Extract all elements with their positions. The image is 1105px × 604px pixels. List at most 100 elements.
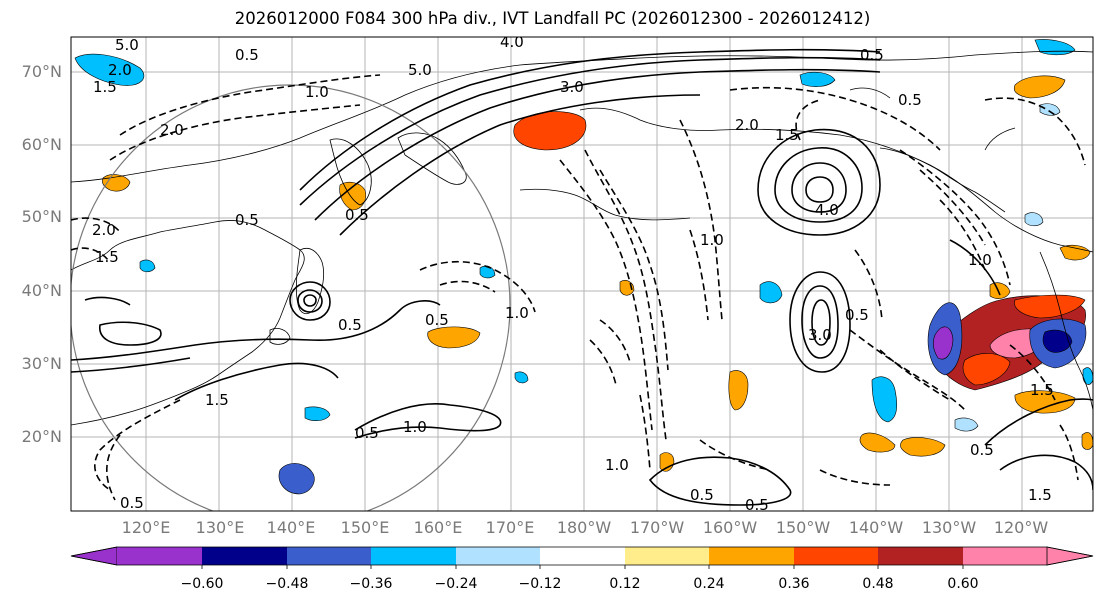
colorbar-tick-label: −0.60 (180, 576, 224, 592)
patch-positive (989, 282, 1011, 299)
colorbar-bin (117, 547, 202, 565)
colorbar-tick-label: 0.36 (778, 576, 810, 592)
lon-label-120e: 120°E (121, 518, 171, 537)
colorbar-tick-label: −0.24 (434, 576, 478, 592)
contour-label: 1.0 (403, 418, 427, 436)
contour-label: 3.0 (808, 326, 832, 344)
contour-label: 1.5 (205, 391, 229, 409)
patch-negative (933, 326, 954, 360)
lon-label-140w: 140°W (848, 518, 904, 537)
contour-label: 0.5 (235, 211, 259, 229)
contour-label: 2.0 (160, 121, 184, 139)
colorbar-bin (625, 547, 709, 565)
map-panel: 5.0 2.0 1.5 0.5 1.0 2.0 4.0 5.0 3.0 2.0 … (71, 33, 1093, 514)
map-title: 2026012000 F084 300 hPa div., IVT Landfa… (234, 9, 871, 28)
patch-negative (514, 371, 529, 384)
contour-label: 5.0 (115, 36, 139, 54)
colorbar-bin (963, 547, 1047, 565)
map-frame (70, 36, 1094, 512)
colorbar-bin (794, 547, 878, 565)
lat-label-50n: 50°N (21, 207, 62, 226)
lon-label-120w: 120°W (993, 518, 1049, 537)
lon-label-160e: 160°E (413, 518, 463, 537)
colorbar-bin (878, 547, 963, 565)
colorbar-bin (540, 547, 625, 565)
contour-label: 4.0 (815, 201, 839, 219)
patch-positive (962, 353, 1011, 386)
lon-label-170e: 170°E (485, 518, 535, 537)
lat-label-40n: 40°N (21, 281, 62, 300)
patch-negative (74, 53, 145, 86)
colorbar-tick-label: −0.12 (518, 576, 562, 592)
contour-labels: 5.0 2.0 1.5 0.5 1.0 2.0 4.0 5.0 3.0 2.0 … (92, 33, 1054, 514)
colorbar-extend-min (70, 546, 118, 566)
colorbar-bin (456, 547, 540, 565)
colorbar-tick-label: −0.48 (265, 576, 309, 592)
patch-positive (900, 437, 946, 457)
lon-label-150e: 150°E (340, 518, 390, 537)
contour-label: 0.5 (235, 46, 259, 64)
lon-label-150w: 150°W (775, 518, 831, 537)
contour-label: 5.0 (408, 61, 432, 79)
contour-label: 2.0 (92, 221, 116, 239)
contour-label: 1.0 (968, 251, 992, 269)
contour-label: 1.5 (95, 248, 119, 266)
colorbar-tick-label: 0.60 (947, 576, 979, 592)
patch-positive (728, 370, 749, 411)
patch-positive (1014, 390, 1076, 414)
contour-label: 1.0 (700, 231, 724, 249)
lat-label-70n: 70°N (21, 62, 62, 81)
colorbar-extend-max (1046, 546, 1094, 566)
contour-label: 0.5 (120, 494, 144, 512)
contour-label: 3.0 (560, 78, 584, 96)
contour-label: 0.5 (860, 46, 884, 64)
contour-label: 2.0 (735, 116, 759, 134)
colorbar-bin (287, 547, 371, 565)
patch-negative (759, 281, 783, 304)
contour-label: 1.5 (93, 78, 117, 96)
patch-positive (859, 432, 896, 453)
contour-label: 0.5 (898, 91, 922, 109)
lat-label-60n: 60°N (21, 135, 62, 154)
lon-label-180w: 180°W (556, 518, 612, 537)
patch-positive (1013, 75, 1066, 99)
colorbar-tick-label: −0.36 (349, 576, 393, 592)
colorbar-tick-label: 0.48 (862, 576, 894, 592)
patch-negative (1082, 367, 1093, 385)
contour-label: 1.0 (505, 304, 529, 322)
contour-label: 0.5 (970, 441, 994, 459)
lat-label-20n: 20°N (21, 427, 62, 446)
ivt-contours-negative (71, 74, 1086, 501)
patch-negative (799, 71, 836, 87)
contour-label: 1.5 (775, 126, 799, 144)
patch-positive (1081, 432, 1093, 450)
patch-negative (1024, 212, 1044, 227)
patch-negative (954, 417, 979, 432)
patch-negative (1042, 329, 1073, 353)
contour-label: 0.5 (355, 424, 379, 442)
contour-label: 0.5 (338, 316, 362, 334)
patch-negative (304, 406, 331, 421)
patch-negative (871, 376, 898, 423)
colorbar (70, 546, 1094, 569)
patch-positive (1014, 294, 1086, 319)
contour-label: 1.0 (605, 456, 629, 474)
graticule (71, 37, 1093, 511)
contour-label: 1.0 (305, 83, 329, 101)
patch-positive (427, 326, 481, 349)
contour-label: 1.5 (1030, 381, 1054, 399)
landfall-region-circle (71, 84, 511, 511)
patch-negative (278, 463, 315, 495)
patch-negative (1039, 103, 1061, 116)
contour-label: 0.5 (345, 206, 369, 224)
colorbar-tick-label: 0.24 (693, 576, 725, 592)
lat-label-30n: 30°N (21, 354, 62, 373)
patch-positive (1059, 244, 1091, 261)
colorbar-bin (202, 547, 287, 565)
lon-label-160w: 160°W (702, 518, 758, 537)
contour-label: 4.0 (500, 33, 524, 51)
contour-label: 0.5 (845, 306, 869, 324)
contour-label: 0.5 (745, 496, 769, 514)
lon-label-140e: 140°E (266, 518, 316, 537)
